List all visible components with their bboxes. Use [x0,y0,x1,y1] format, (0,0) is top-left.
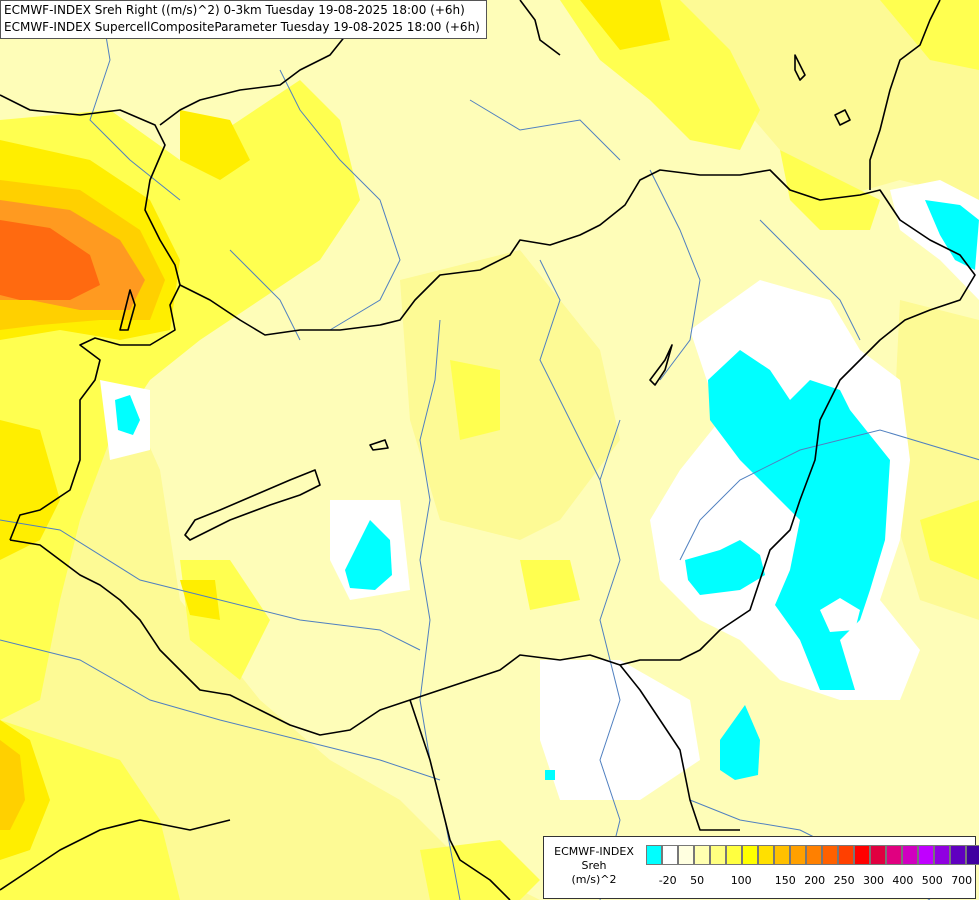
legend-swatch [966,845,979,865]
legend-tick-label: -20 [658,874,677,887]
legend-tick-label: 150 [774,874,796,887]
legend-swatch [806,845,822,865]
legend-tick-labels: -20 50 100 150 200 250 300 400 500 700 [646,874,972,888]
legend-tick-label: 250 [833,874,855,887]
legend-swatch [886,845,902,865]
legend-unit: (m/s)^2 [571,873,617,886]
legend-variable: Sreh [581,859,607,872]
legend-tick-label: 100 [730,874,752,887]
legend-swatch [742,845,758,865]
map-title-line-1: ECMWF-INDEX Sreh Right ((m/s)^2) 0-3km T… [4,3,465,17]
legend-label: ECMWF-INDEX Sreh (m/s)^2 [548,845,640,887]
legend-swatch [854,845,870,865]
legend-tick-label: 300 [863,874,884,887]
legend-tick-label: 500 [921,874,943,887]
legend-swatch [694,845,710,865]
legend-swatch [646,845,662,865]
legend-tick-label: 700 [951,874,973,887]
legend-swatch [710,845,726,865]
legend-swatch [774,845,790,865]
legend-title: ECMWF-INDEX [554,845,634,858]
legend-swatch [758,845,774,865]
legend-color-scale [646,845,979,865]
legend-swatch [726,845,742,865]
white-hole [820,598,860,632]
legend-tick-label: 200 [804,874,826,887]
legend-swatch [870,845,886,865]
map-title-line-2: ECMWF-INDEX SupercellCompositeParameter … [4,20,480,34]
legend-swatch [678,845,694,865]
map-title-box: ECMWF-INDEX Sreh Right ((m/s)^2) 0-3km T… [0,0,487,39]
legend-tick-label: 400 [892,874,914,887]
legend-swatch [790,845,806,865]
color-legend: ECMWF-INDEX Sreh (m/s)^2 -20 50 100 150 200 2… [543,836,979,899]
legend-swatch [934,845,950,865]
legend-swatch [902,845,918,865]
legend-swatch [918,845,934,865]
legend-swatch [950,845,966,865]
legend-swatch [662,845,678,865]
legend-tick-label: 50 [690,874,705,887]
legend-swatch [822,845,838,865]
legend-swatch [838,845,854,865]
orange-fields [0,200,145,310]
